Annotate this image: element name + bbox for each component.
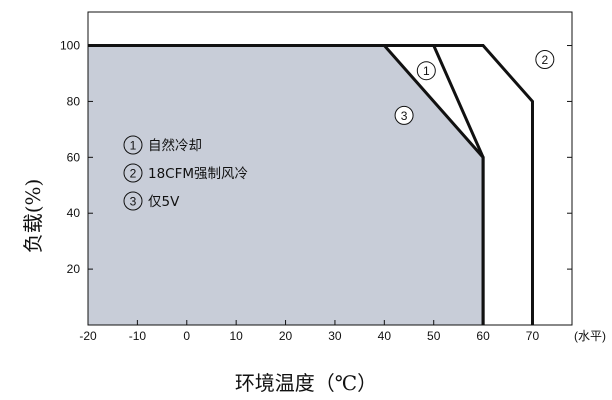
legend-marker-1 — [123, 135, 143, 155]
legend-label-1: 自然冷却 — [148, 137, 202, 154]
legend-number-1: 1 — [130, 139, 137, 153]
legend-label-2: 18CFM强制风冷 — [148, 166, 248, 182]
x-tick-label: 60 — [476, 329, 490, 343]
x-tick-label: 10 — [229, 329, 243, 343]
legend: 1 自然冷却 2 18CFM强制风冷 3 仅5V — [123, 135, 248, 211]
legend-marker-3 — [123, 191, 143, 211]
callout-circle-3 — [394, 105, 414, 125]
shaded-area — [88, 45, 484, 326]
y-tick-label: 60 — [67, 150, 81, 164]
series-line-3 — [88, 44, 485, 325]
callout-number-1: 1 — [423, 64, 430, 78]
callouts-layer: 1 2 3 — [394, 50, 555, 125]
callout-number-3: 3 — [401, 109, 408, 123]
x-tick-label: -10 — [129, 329, 147, 343]
y-tick-label: 80 — [67, 94, 81, 108]
callout-circle-1 — [416, 61, 436, 81]
series-lines-layer — [88, 44, 534, 325]
callout-circle-2 — [535, 50, 555, 70]
x-tick-label: 50 — [427, 329, 441, 343]
shaded-area-layer — [88, 45, 484, 326]
x-tick-label: 20 — [279, 329, 293, 343]
x-unit-label: (水平) — [574, 329, 606, 343]
x-tick-label: 0 — [183, 329, 190, 343]
x-tick-label: -20 — [79, 329, 97, 343]
x-tick-label: 70 — [526, 329, 540, 343]
x-axis-title: 环境温度（℃） — [235, 371, 377, 395]
legend-marker-2 — [123, 163, 143, 183]
legend-number-2: 2 — [130, 167, 137, 181]
y-tick-label: 100 — [60, 39, 80, 53]
y-tick-label: 20 — [67, 262, 81, 276]
callout-number-2: 2 — [541, 53, 548, 67]
x-tick-label: 40 — [378, 329, 392, 343]
ticks-layer: -20 -10 0 10 20 30 40 50 60 70 20 40 60 80 100 — [60, 39, 572, 343]
plot-frame — [87, 11, 573, 326]
legend-number-3: 3 — [130, 195, 137, 209]
x-tick-label: 30 — [328, 329, 342, 343]
legend-label-3: 仅5V — [148, 194, 180, 210]
y-axis-title: 负载(%) — [21, 179, 45, 254]
y-tick-label: 40 — [67, 206, 81, 220]
